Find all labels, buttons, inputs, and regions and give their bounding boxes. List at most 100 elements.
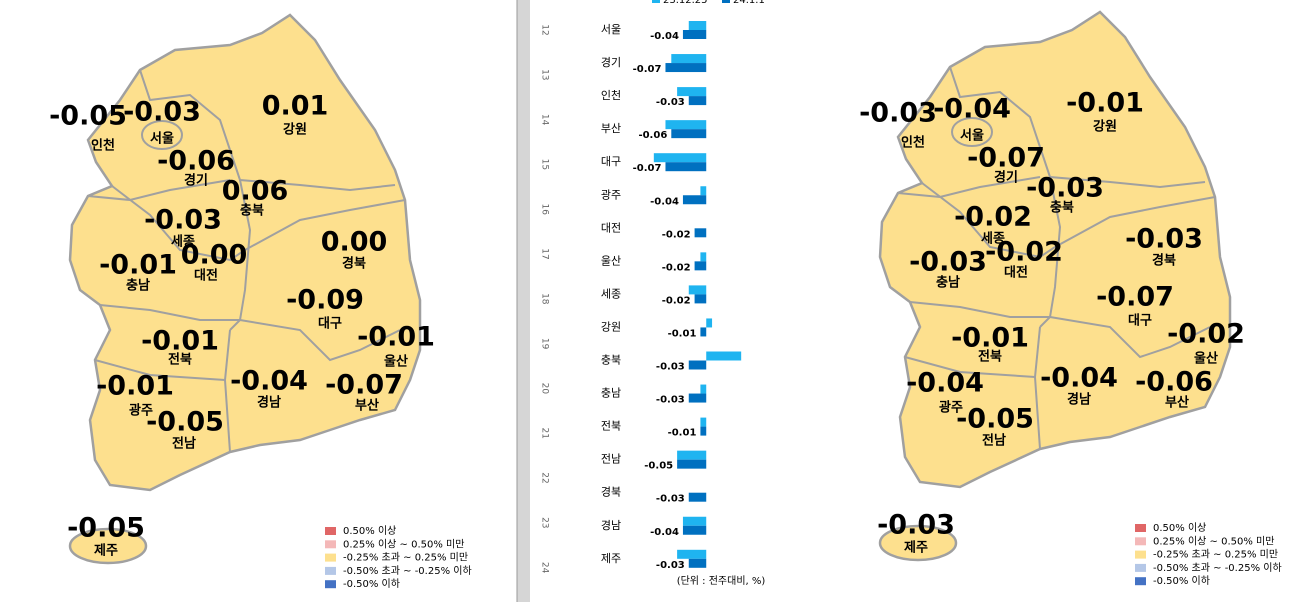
bar xyxy=(677,459,707,469)
category-label: 경북 xyxy=(601,486,621,499)
region-name: 세종 xyxy=(171,235,195,250)
region-value: -0.01 xyxy=(1066,88,1144,119)
region-name: 광주 xyxy=(129,404,153,419)
region-name: 인천 xyxy=(901,135,925,151)
category-label: 인천 xyxy=(601,88,621,102)
bar xyxy=(653,153,707,163)
bar xyxy=(688,492,707,502)
bar-value-label: -0.07 xyxy=(633,64,662,75)
region-border xyxy=(949,66,1206,189)
region-name: 강원 xyxy=(1093,119,1117,135)
region-border xyxy=(1049,316,1211,359)
region-border xyxy=(1054,196,1216,248)
legend-label: 24.1.1 xyxy=(733,0,765,6)
region-value: -0.04 xyxy=(230,366,308,397)
region-name: 충남 xyxy=(126,278,150,294)
region-name: 부산 xyxy=(1165,395,1189,411)
ruler-number: 21 xyxy=(540,427,550,438)
seoul-area xyxy=(951,117,993,147)
category-label: 대전 xyxy=(601,221,621,234)
bar xyxy=(688,393,707,403)
region-name: 전북 xyxy=(978,349,1002,365)
ruler-number: 16 xyxy=(540,203,550,215)
category-label: 전남 xyxy=(601,453,621,466)
region-value: 0.06 xyxy=(222,176,289,207)
region-border xyxy=(94,359,226,381)
bar xyxy=(688,558,707,568)
legend-label: -0.50% 이하 xyxy=(343,577,400,590)
bar xyxy=(665,162,707,172)
region-value: -0.04 xyxy=(906,368,984,399)
seoul-area xyxy=(141,120,183,150)
ruler-number: 17 xyxy=(540,248,550,259)
region-value: -0.05 xyxy=(67,513,145,544)
ruler-number: 23 xyxy=(540,517,550,528)
legend-label: -0.50% 초과 ~ -0.25% 이하 xyxy=(343,564,472,577)
category-label: 부산 xyxy=(601,122,621,135)
region-name: 경남 xyxy=(257,395,281,411)
category-label: 대구 xyxy=(601,155,621,168)
region-value: -0.06 xyxy=(157,146,235,177)
category-label: 전북 xyxy=(601,420,621,433)
bar-value-label: -0.03 xyxy=(656,362,685,373)
region-name: 제주 xyxy=(904,541,928,556)
region-value: -0.03 xyxy=(123,97,201,128)
bar-value-label: -0.06 xyxy=(638,130,667,141)
bar xyxy=(700,384,707,394)
bar xyxy=(688,360,707,370)
region-border xyxy=(229,179,252,331)
legend-label: 0.50% 이상 xyxy=(1153,522,1206,534)
bar xyxy=(677,549,707,559)
bar xyxy=(665,120,707,130)
region-name: 전북 xyxy=(168,352,192,368)
region-value: -0.01 xyxy=(951,323,1029,354)
region-border xyxy=(921,182,1056,259)
bar xyxy=(700,186,707,196)
bar xyxy=(688,96,707,106)
region-value: -0.03 xyxy=(1026,173,1104,204)
region-value: -0.04 xyxy=(1040,363,1118,394)
region-value: 0.00 xyxy=(321,227,388,258)
region-name: 충북 xyxy=(240,203,264,219)
bar xyxy=(671,54,707,64)
bar xyxy=(694,294,707,304)
region-name: 세종 xyxy=(981,232,1005,247)
region-value: -0.03 xyxy=(1125,224,1203,255)
legend-swatch xyxy=(325,553,336,562)
region-name: 대구 xyxy=(318,317,342,332)
region-name: 전남 xyxy=(982,433,1006,449)
region-name: 경기 xyxy=(184,173,208,189)
region-value: -0.07 xyxy=(325,370,403,401)
bar xyxy=(665,63,707,73)
ruler-number: 24 xyxy=(540,562,550,574)
region-name: 대구 xyxy=(1128,314,1152,329)
bar xyxy=(677,450,707,460)
category-label: 강원 xyxy=(601,320,621,333)
legend-label: -0.25% 초과 ~ 0.25% 미만 xyxy=(343,552,468,564)
bar xyxy=(700,252,707,262)
bar xyxy=(700,417,707,427)
bar-value-label: -0.05 xyxy=(644,461,673,472)
region-border xyxy=(99,304,240,321)
region-name: 광주 xyxy=(939,401,963,416)
bar-value-label: -0.01 xyxy=(668,328,697,339)
region-value: -0.01 xyxy=(357,322,435,353)
region-value: -0.05 xyxy=(146,407,224,438)
region-name: 경남 xyxy=(1067,392,1091,408)
bar xyxy=(694,228,707,238)
region-value: -0.06 xyxy=(1135,367,1213,398)
bar xyxy=(694,261,707,271)
category-label: 울산 xyxy=(601,254,621,267)
bar-value-label: -0.03 xyxy=(656,395,685,406)
region-name: 부산 xyxy=(355,398,379,414)
bar-value-label: -0.04 xyxy=(650,527,679,538)
bar-value-label: -0.02 xyxy=(662,295,691,306)
category-label: 세종 xyxy=(601,287,621,300)
bar-value-label: -0.04 xyxy=(650,31,679,42)
region-name: 제주 xyxy=(94,544,118,559)
legend-label: 0.50% 이상 xyxy=(343,525,396,537)
bar xyxy=(688,21,707,30)
region-name: 서울 xyxy=(150,131,174,147)
